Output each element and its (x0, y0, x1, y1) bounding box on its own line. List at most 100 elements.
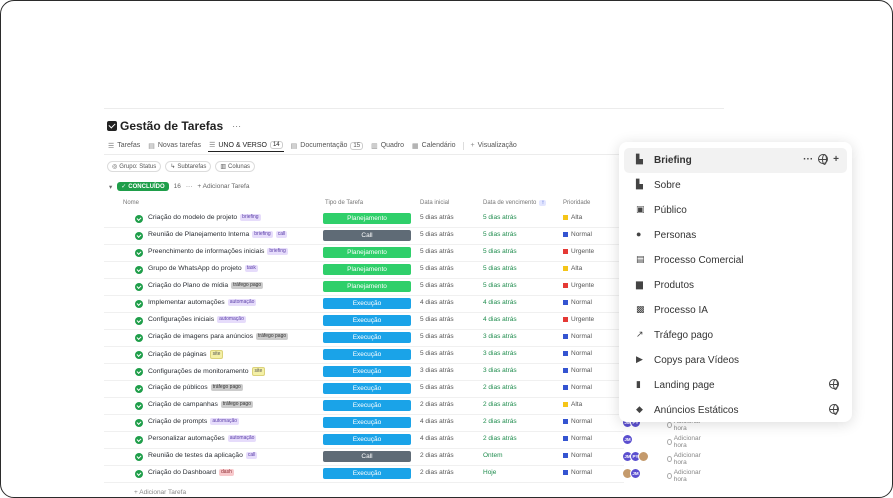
priority-cell[interactable]: Normal (563, 299, 592, 306)
tipo-badge[interactable]: Planejamento (323, 213, 411, 224)
menu-item-landing-page[interactable]: ▮ Landing page (624, 373, 847, 398)
done-check-icon[interactable] (135, 419, 143, 427)
done-check-icon[interactable] (135, 436, 143, 444)
table-row[interactable]: Reunião de Planejamento Interna briefing c… (104, 228, 624, 245)
tipo-badge[interactable]: Planejamento (323, 281, 411, 292)
priority-cell[interactable]: Normal (563, 333, 592, 340)
start-date[interactable]: 5 dias atrás (420, 350, 454, 357)
table-row[interactable]: Reunião de testes da aplicação call Call 2 … (104, 449, 701, 466)
menu-item-sobre[interactable]: ▙ Sobre (624, 173, 847, 198)
tab-quadro[interactable]: ▥ Quadro (370, 140, 405, 152)
add-time-button[interactable]: Adicionar hora (667, 435, 702, 449)
add-icon[interactable]: + (833, 154, 839, 165)
priority-cell[interactable]: Alta (563, 401, 582, 408)
tab-calend-rio[interactable]: ▦ Calendário (411, 140, 456, 152)
done-check-icon[interactable] (135, 453, 143, 461)
status-badge[interactable]: ✓ CONCLUÍDO (117, 182, 169, 191)
done-check-icon[interactable] (135, 266, 143, 274)
tipo-badge[interactable]: Call (323, 230, 411, 241)
menu-item-processo-comercial[interactable]: ▤ Processo Comercial (624, 248, 847, 273)
priority-cell[interactable]: Normal (563, 384, 592, 391)
priority-cell[interactable]: Alta (563, 265, 582, 272)
due-date[interactable]: 2 dias atrás (483, 418, 517, 425)
priority-cell[interactable]: Normal (563, 231, 592, 238)
tipo-badge[interactable]: Execução (323, 400, 411, 411)
done-check-icon[interactable] (135, 402, 143, 410)
table-row[interactable]: Configurações de monitoramento site Execuç… (104, 364, 624, 381)
due-date[interactable]: Ontem (483, 452, 503, 459)
done-check-icon[interactable] (135, 232, 143, 240)
due-date[interactable]: 2 dias atrás (483, 401, 517, 408)
start-date[interactable]: 5 dias atrás (420, 214, 454, 221)
more-icon[interactable]: ··· (803, 154, 814, 165)
table-row[interactable]: Criação do modelo de projeto briefing Plan… (104, 211, 624, 228)
due-date[interactable]: Hoje (483, 469, 497, 476)
globe-icon[interactable] (829, 379, 839, 390)
done-check-icon[interactable] (135, 470, 143, 478)
done-check-icon[interactable] (135, 385, 143, 393)
task-name-cell[interactable]: Criação do modelo de projeto briefing (148, 214, 261, 221)
task-name-cell[interactable]: Criação de prompts automação (148, 418, 240, 425)
start-date[interactable]: 5 dias atrás (420, 384, 454, 391)
add-task-group-button[interactable]: + Adicionar Tarefa (197, 183, 250, 190)
table-row[interactable]: Criação de prompts automação Execução 4 dia… (104, 415, 701, 432)
tab-novas-tarefas[interactable]: ▤ Novas tarefas (147, 140, 202, 152)
tab-tarefas[interactable]: ☰ Tarefas (107, 140, 141, 152)
done-check-icon[interactable] (135, 215, 143, 223)
tipo-badge[interactable]: Execução (323, 417, 411, 428)
start-date[interactable]: 4 dias atrás (420, 299, 454, 306)
start-date[interactable]: 5 dias atrás (420, 248, 454, 255)
table-row[interactable]: Criação de páginas site Execução 5 dias atr… (104, 347, 624, 364)
task-name-cell[interactable]: Criação de públicos tráfego pago (148, 384, 243, 391)
add-time-button[interactable]: Adicionar hora (667, 452, 702, 466)
tipo-badge[interactable]: Execução (323, 383, 411, 394)
filter-chip-1[interactable]: ↳ Subtarefas (165, 161, 212, 172)
column-header-tipo[interactable]: Tipo de Tarefa (325, 200, 364, 206)
done-check-icon[interactable] (135, 283, 143, 291)
menu-item-produtos[interactable]: ▆ Produtos (624, 273, 847, 298)
done-check-icon[interactable] (135, 351, 143, 359)
column-header-prioridade[interactable]: Prioridade (563, 200, 591, 206)
due-date[interactable]: 3 dias atrás (483, 350, 517, 357)
task-name-cell[interactable]: Configurações de monitoramento site (148, 367, 266, 376)
done-check-icon[interactable] (135, 249, 143, 257)
task-name-cell[interactable]: Criação do Dashboard dash (148, 469, 234, 476)
priority-cell[interactable]: Normal (563, 367, 592, 374)
priority-cell[interactable]: Normal (563, 350, 592, 357)
add-task-button[interactable]: + Adicionar Tarefa (134, 489, 187, 496)
due-date[interactable]: 5 dias atrás (483, 265, 517, 272)
table-row[interactable]: Configurações iniciais automação Execução 5… (104, 313, 624, 330)
tab-count-dropdown[interactable]: 15 (350, 141, 364, 150)
start-date[interactable]: 5 dias atrás (420, 282, 454, 289)
priority-cell[interactable]: Normal (563, 418, 592, 425)
done-check-icon[interactable] (135, 317, 143, 325)
menu-item-personas[interactable]: ● Personas (624, 223, 847, 248)
task-name-cell[interactable]: Preenchimento de informações iniciais bri… (148, 248, 288, 255)
task-name-cell[interactable]: Grupo de WhatsApp do projeto task (148, 265, 258, 272)
column-header-data-inicial[interactable]: Data inicial (420, 200, 450, 206)
tipo-badge[interactable]: Execução (323, 298, 411, 309)
start-date[interactable]: 3 dias atrás (420, 367, 454, 374)
priority-cell[interactable]: Normal (563, 435, 592, 442)
due-date[interactable]: 2 dias atrás (483, 435, 517, 442)
table-row[interactable]: Personalizar automações automação Execução… (104, 432, 701, 449)
globe-icon[interactable] (829, 404, 839, 415)
table-row[interactable]: Implementar automações automação Execução 4… (104, 296, 624, 313)
task-name-cell[interactable]: Personalizar automações automação (148, 435, 257, 442)
menu-item-processo-ia[interactable]: ▩ Processo IA (624, 298, 847, 323)
priority-cell[interactable]: Normal (563, 452, 592, 459)
add-time-button[interactable]: Adicionar hora (667, 469, 702, 483)
due-date[interactable]: 5 dias atrás (483, 231, 517, 238)
start-date[interactable]: 5 dias atrás (420, 316, 454, 323)
due-date[interactable]: 3 dias atrás (483, 367, 517, 374)
start-date[interactable]: 4 dias atrás (420, 435, 454, 442)
tipo-badge[interactable]: Call (323, 451, 411, 462)
tipo-badge[interactable]: Execução (323, 315, 411, 326)
table-row[interactable]: Preenchimento de informações iniciais bri… (104, 245, 624, 262)
due-date[interactable]: 3 dias atrás (483, 333, 517, 340)
sort-icon[interactable]: ↑ (539, 200, 547, 206)
collapse-icon[interactable]: ▾ (109, 183, 113, 191)
filter-chip-2[interactable]: ▥ Colunas (215, 161, 256, 172)
start-date[interactable]: 4 dias atrás (420, 418, 454, 425)
table-row[interactable]: Criação de campanhas tráfego pago Execução… (104, 398, 624, 415)
